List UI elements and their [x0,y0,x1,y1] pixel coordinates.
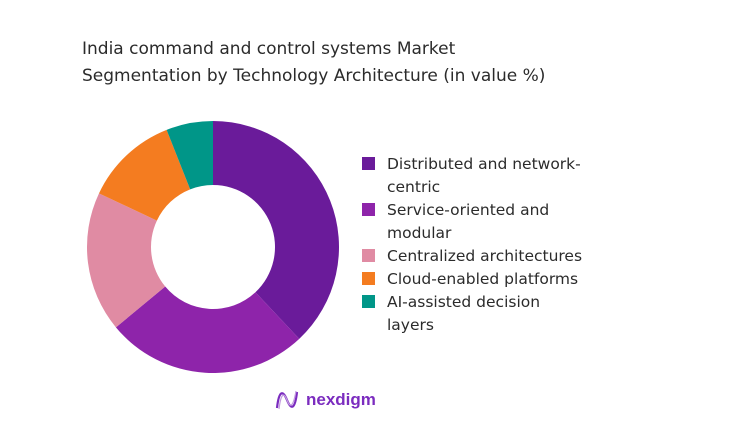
donut-slice-1 [213,121,340,339]
donut-slice-2 [115,286,300,373]
donut-slice-4 [98,129,191,221]
legend-swatch [362,272,375,285]
legend-swatch [362,295,375,308]
legend-label-line: centric [387,178,441,196]
donut-slice-3 [86,193,166,328]
legend-label: AI-assisted decision layers [387,291,540,337]
legend-item: Centralized architectures [362,245,622,268]
chart-title: India command and control systems Market… [82,36,545,90]
legend-label-line: layers [387,316,434,334]
legend: Distributed and network-centric Service-o… [362,153,622,337]
legend-label: Service-oriented and modular [387,199,549,245]
logo-text: nexdigm [306,390,376,409]
nexdigm-logo: nexdigm [274,388,376,412]
legend-label-line: Cloud-enabled platforms [387,270,579,288]
legend-swatch [362,203,375,216]
title-line-1: India command and control systems Market [82,39,456,59]
legend-label: Distributed and network-centric [387,153,581,199]
legend-swatch [362,249,375,262]
legend-label: Cloud-enabled platforms [387,268,578,291]
legend-swatch [362,157,375,170]
legend-item: AI-assisted decision layers [362,291,622,337]
legend-item: Service-oriented and modular [362,199,622,245]
legend-label-line: modular [387,224,452,242]
legend-item: Distributed and network-centric [362,153,622,199]
legend-item: Cloud-enabled platforms [362,268,622,291]
legend-label: Centralized architectures [387,245,582,268]
donut-slice-5 [166,121,213,190]
legend-label-line: Centralized architectures [387,247,583,265]
legend-label-line: AI-assisted decision [387,293,541,311]
legend-label-line: Service-oriented and [387,201,550,219]
legend-label-line: Distributed and network- [387,155,581,173]
title-line-2: Segmentation by Technology Architecture … [82,66,546,86]
nexdigm-logo-icon [275,390,299,410]
